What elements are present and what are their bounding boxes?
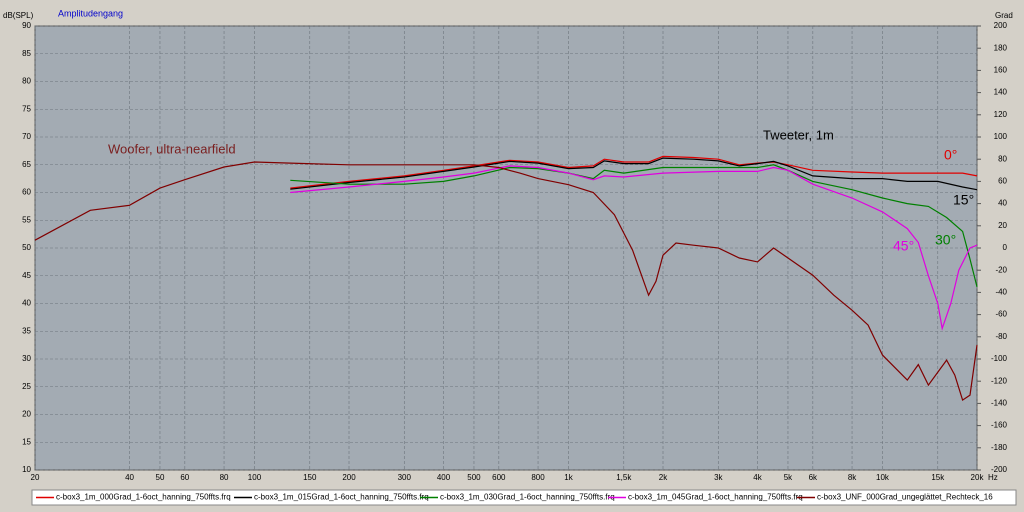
y2-tick-label: 40 <box>998 199 1007 208</box>
y-tick-label: 35 <box>22 326 31 335</box>
x-tick-label: 800 <box>531 473 545 482</box>
y2-tick-label: 200 <box>994 21 1008 30</box>
legend-label: c-box3_1m_015Grad_1-6oct_hanning_750ffts… <box>254 493 429 502</box>
x-tick-label: 4k <box>753 473 762 482</box>
x-tick-label: 200 <box>342 473 356 482</box>
y-tick-label: 10 <box>22 465 31 474</box>
y2-tick-label: -140 <box>991 399 1008 408</box>
x-tick-label: 6k <box>809 473 818 482</box>
y-tick-label: 85 <box>22 49 31 58</box>
y-tick-label: 45 <box>22 271 31 280</box>
annotation: 45° <box>893 238 914 254</box>
x-tick-label: 400 <box>437 473 451 482</box>
y2-tick-label: -20 <box>995 265 1007 274</box>
y2-tick-label: -160 <box>991 421 1008 430</box>
y-tick-label: 55 <box>22 215 31 224</box>
y-tick-label: 75 <box>22 104 31 113</box>
x-tick-label: 300 <box>398 473 412 482</box>
chart-title: Amplitudengang <box>58 8 123 18</box>
y2-tick-label: -100 <box>991 354 1008 363</box>
series-line <box>290 164 978 288</box>
series-line <box>290 157 978 191</box>
x-tick-label: 50 <box>156 473 165 482</box>
x-tick-label: 8k <box>848 473 857 482</box>
x-tick-label: 60 <box>180 473 189 482</box>
x-tick-label: 5k <box>784 473 793 482</box>
y2-tick-label: -80 <box>995 332 1007 341</box>
y-tick-label: 65 <box>22 160 31 169</box>
y2-tick-label: 140 <box>994 88 1008 97</box>
y2-tick-label: -40 <box>995 288 1007 297</box>
y-tick-label: 20 <box>22 410 31 419</box>
legend-label: c-box3_1m_000Grad_1-6oct_hanning_750ffts… <box>56 493 231 502</box>
x-tick-label: 20 <box>31 473 40 482</box>
x-tick-label: 10k <box>876 473 890 482</box>
y2-tick-label: 120 <box>994 110 1008 119</box>
y-tick-label: 70 <box>22 132 31 141</box>
x-tick-label: 1k <box>564 473 573 482</box>
y-tick-label: 30 <box>22 354 31 363</box>
y2-tick-label: 180 <box>994 43 1008 52</box>
legend-label: c-box3_1m_045Grad_1-6oct_hanning_750ffts… <box>628 493 803 502</box>
y2-tick-label: -120 <box>991 376 1008 385</box>
x-tick-label: 3k <box>714 473 723 482</box>
y2-tick-label: -60 <box>995 310 1007 319</box>
x-tick-label: 80 <box>220 473 229 482</box>
annotation: 30° <box>935 232 956 248</box>
x-tick-label: 40 <box>125 473 134 482</box>
x-tick-label: 100 <box>248 473 262 482</box>
x-tick-label: 2k <box>659 473 668 482</box>
annotation: 0° <box>944 147 957 163</box>
y2-tick-label: 60 <box>998 177 1007 186</box>
y2-tick-label: 80 <box>998 154 1007 163</box>
x-tick-label: 1,5k <box>616 473 632 482</box>
x-axis-label: Hz <box>988 473 998 482</box>
x-tick-label: 600 <box>492 473 506 482</box>
legend-label: c-box3_UNF_000Grad_ungeglättet_Rechteck_… <box>817 493 993 502</box>
y-tick-label: 25 <box>22 382 31 391</box>
y-tick-label: 40 <box>22 299 31 308</box>
y2-tick-label: -200 <box>991 465 1008 474</box>
series-line <box>34 161 978 402</box>
y-tick-label: 50 <box>22 243 31 252</box>
series-line <box>290 165 978 331</box>
legend-label: c-box3_1m_030Grad_1-6oct_hanning_750ffts… <box>440 493 615 502</box>
y2-axis-label: Grad <box>995 11 1013 20</box>
legend-box <box>31 489 1017 506</box>
y2-tick-label: 100 <box>994 132 1008 141</box>
x-tick-label: 15k <box>931 473 945 482</box>
y2-tick-label: -180 <box>991 443 1008 452</box>
annotation: Tweeter, 1m <box>763 127 834 142</box>
annotation: 15° <box>953 192 974 208</box>
y2-tick-label: 0 <box>1003 243 1008 252</box>
annotation: Woofer, ultra-nearfield <box>108 141 236 156</box>
y-tick-label: 60 <box>22 188 31 197</box>
y-axis-label: dB(SPL) <box>3 11 34 20</box>
y-tick-label: 80 <box>22 77 31 86</box>
y2-tick-label: 20 <box>998 221 1007 230</box>
y2-tick-label: 160 <box>994 66 1008 75</box>
x-tick-label: 500 <box>467 473 481 482</box>
y-tick-label: 15 <box>22 437 31 446</box>
x-tick-label: 20k <box>971 473 985 482</box>
x-tick-label: 150 <box>303 473 317 482</box>
y-tick-label: 90 <box>22 21 31 30</box>
